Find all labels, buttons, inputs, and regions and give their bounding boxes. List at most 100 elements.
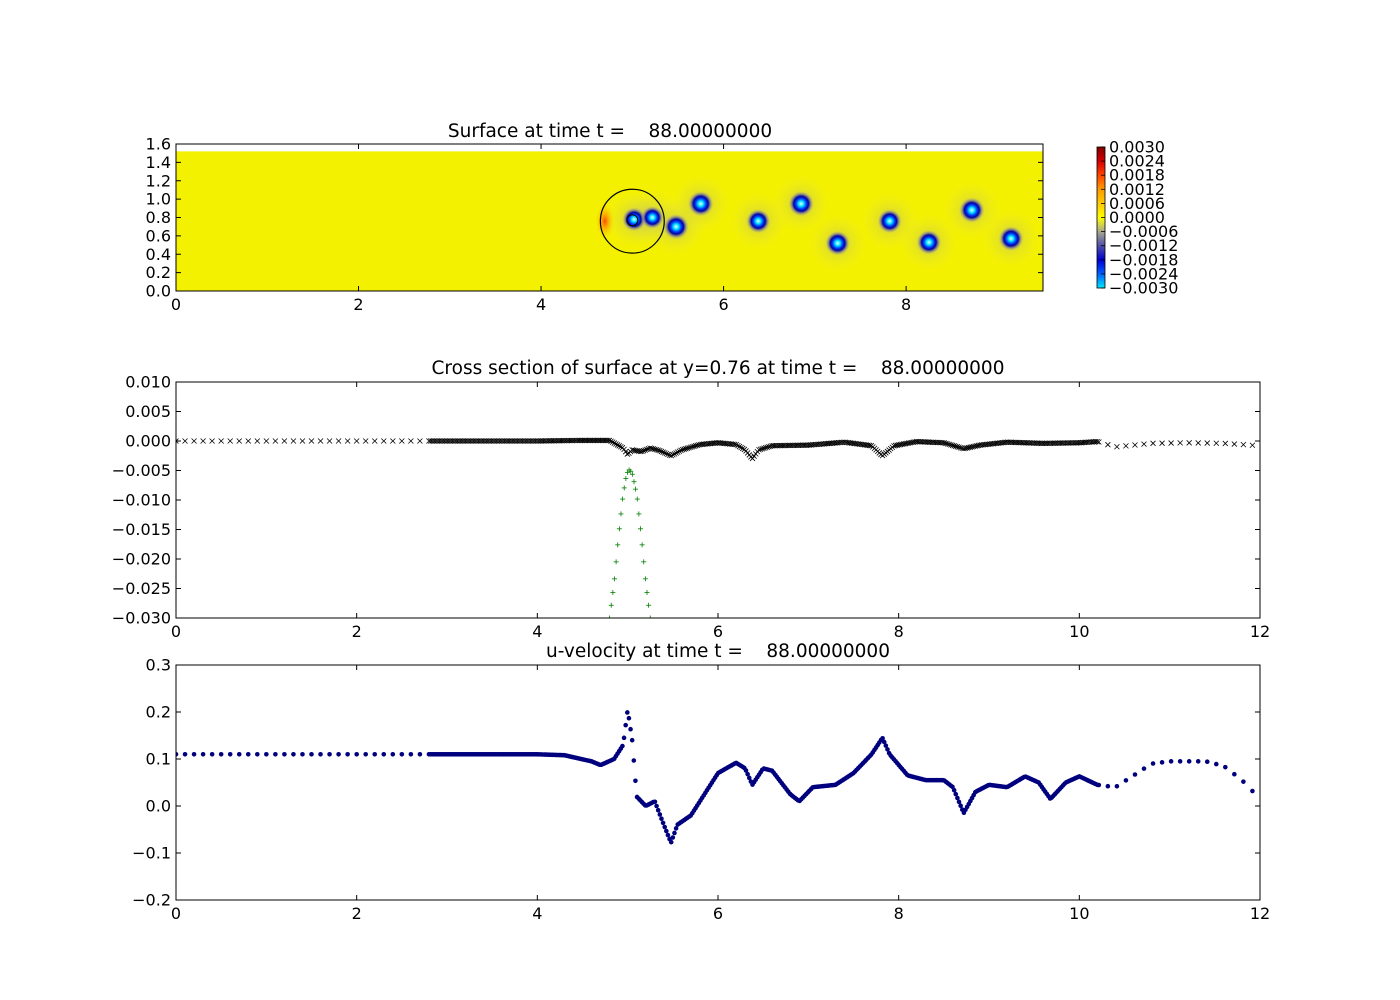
vortex — [959, 197, 985, 223]
surface-point — [1141, 441, 1147, 447]
surface-point-stroke — [694, 442, 701, 449]
u-velocity-point — [354, 752, 359, 757]
surface-xtick-label: 6 — [718, 295, 728, 314]
inner-circle — [626, 214, 639, 227]
surface-point-stroke — [670, 451, 676, 458]
surface-heatmap-panel: Surface at time t = 88.00000000 0 2 4 6 8 0.0… — [146, 121, 1179, 314]
u-velocity-xtick-label: 4 — [532, 904, 542, 923]
u-velocity-point — [282, 752, 287, 757]
surface-point — [1105, 441, 1111, 448]
u-velocity-point — [218, 752, 224, 757]
surface-point — [1186, 440, 1192, 446]
surface-point — [679, 446, 686, 453]
surface-point-stroke — [608, 438, 614, 445]
u-velocity-point — [1096, 782, 1102, 788]
surface-point — [650, 446, 657, 452]
surface-point-stroke — [417, 438, 423, 444]
surface-point — [689, 443, 696, 450]
surface-point-stroke — [227, 438, 233, 444]
u-velocity-xtick-label: 8 — [894, 904, 904, 923]
surface-point-stroke — [399, 438, 405, 444]
surface-point-stroke — [974, 443, 980, 449]
surface-point-stroke — [671, 451, 678, 457]
surface-point — [1159, 440, 1165, 446]
surface-ytick-label: 1.2 — [146, 171, 171, 190]
u-velocity-point — [625, 710, 630, 715]
surface-point — [1132, 442, 1138, 448]
surface-point — [736, 443, 743, 450]
body-profile-point — [631, 479, 637, 485]
u-velocity-point — [1250, 788, 1255, 794]
surface-point-stroke — [1159, 440, 1165, 446]
surface-point-stroke — [390, 438, 396, 444]
surface-point-stroke — [684, 445, 691, 451]
surface-point — [1177, 440, 1183, 446]
surface-point — [967, 444, 974, 450]
surface-point — [1195, 440, 1201, 446]
surface-axes: 0 2 4 6 8 0.00.20.40.60.81.01.21.41.6 — [146, 135, 1043, 314]
surface-point-stroke — [752, 451, 759, 457]
surface-ytick-label: 0.2 — [146, 263, 171, 282]
u-velocity-xtick-label: 6 — [713, 904, 723, 923]
body-profile-point — [644, 590, 650, 596]
u-velocity-point — [654, 803, 659, 809]
u-velocity-point — [629, 737, 635, 743]
surface-point — [658, 448, 665, 455]
surface-point — [657, 447, 663, 454]
body-profile-point — [642, 576, 648, 582]
surface-point — [663, 450, 670, 457]
surface-ytick-label: 0.0 — [146, 282, 171, 301]
colorbar-ticks: 0.00300.00240.00180.00120.00060.0000−0.0… — [1101, 138, 1178, 298]
cross-section-xtick-label: 2 — [352, 622, 362, 641]
u-velocity-point — [1195, 759, 1201, 764]
surface-point — [621, 446, 627, 453]
surface-point — [1168, 440, 1174, 446]
u-velocity-point — [372, 752, 378, 757]
surface-xtick-label: 8 — [901, 295, 911, 314]
u-velocity-point — [883, 743, 889, 748]
surface-point-stroke — [263, 438, 270, 444]
u-velocity-point — [1232, 771, 1237, 777]
vortex — [877, 209, 902, 234]
u-velocity-point — [291, 752, 296, 757]
u-velocity-point — [621, 735, 627, 741]
surface-point — [939, 439, 946, 446]
surface-point-stroke — [944, 441, 951, 447]
surface-ytick-label: 0.4 — [146, 245, 171, 264]
vortex — [687, 190, 714, 217]
u-velocity-point — [620, 743, 625, 749]
surface-point — [764, 444, 770, 451]
u-velocity-point — [1204, 759, 1210, 765]
u-velocity-point — [390, 752, 396, 757]
u-velocity-point — [254, 752, 260, 757]
surface-point-stroke — [657, 447, 663, 454]
body-circle — [599, 188, 665, 254]
surface-point — [671, 451, 678, 457]
surface-point-stroke — [371, 438, 378, 444]
body-profile-point — [620, 496, 626, 502]
surface-point-stroke — [618, 443, 624, 450]
surface-point — [614, 442, 621, 448]
body-profile-point — [618, 511, 624, 517]
surface-point-stroke — [637, 448, 644, 455]
surface-point-stroke — [622, 448, 629, 455]
surface-point — [652, 446, 658, 453]
vortex — [788, 190, 814, 217]
colorbar-tick-label: −0.0012 — [1109, 236, 1178, 255]
surface-point — [866, 442, 873, 449]
surface-point-stroke — [650, 446, 657, 452]
surface-point-stroke — [939, 439, 946, 446]
surface-point-stroke — [738, 444, 744, 451]
surface-point — [970, 443, 977, 450]
surface-point — [290, 438, 297, 444]
surface-ytick-label: 1.6 — [146, 135, 171, 154]
surface-point-stroke — [661, 450, 668, 456]
surface-point — [1222, 440, 1229, 447]
surface-point-stroke — [317, 438, 324, 444]
surface-point-stroke — [335, 438, 342, 444]
vortex — [640, 205, 664, 230]
surface-point-stroke — [631, 447, 637, 453]
surface-point-stroke — [736, 443, 743, 450]
surface-point-stroke — [733, 441, 740, 448]
u-velocity-point — [408, 752, 414, 757]
